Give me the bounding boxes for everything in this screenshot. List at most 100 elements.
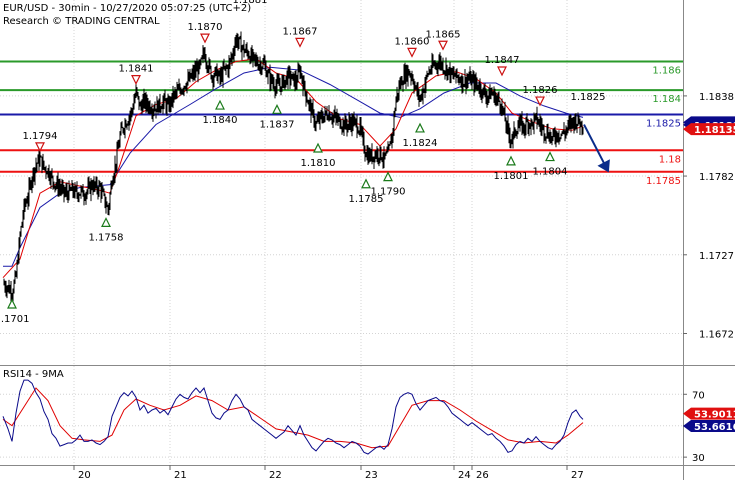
candle-body: [500, 106, 502, 112]
candle-body: [125, 122, 127, 127]
candle-body: [513, 128, 515, 133]
candle-body: [560, 133, 562, 138]
candle-body: [446, 65, 448, 76]
candle-body: [579, 122, 581, 127]
candle-body: [382, 160, 384, 162]
candle-body: [371, 150, 373, 161]
candle-body: [570, 120, 572, 126]
candle-body: [529, 123, 531, 128]
candle-body: [250, 51, 252, 62]
candle-body: [377, 151, 379, 159]
candle-body: [43, 161, 45, 168]
candle-body: [112, 181, 114, 186]
candle-body: [340, 127, 342, 129]
x-tick-label: 24: [458, 470, 471, 480]
candle-body: [550, 134, 552, 140]
candle-body: [359, 122, 361, 132]
candle-body: [468, 78, 470, 80]
candle-body: [192, 70, 194, 75]
candle-body: [25, 202, 27, 205]
candle-body: [102, 189, 104, 192]
candle-body: [10, 289, 12, 297]
candle-body: [207, 67, 209, 70]
candle-body: [200, 58, 202, 64]
candle-body: [32, 170, 34, 180]
up-triangle-marker: [313, 142, 323, 153]
candle-body: [298, 69, 300, 71]
candle-body: [363, 137, 365, 152]
candle-body: [203, 52, 205, 54]
candle-body: [526, 120, 528, 122]
candle-body: [565, 130, 567, 135]
candle-body: [496, 98, 498, 100]
candle-body: [268, 72, 270, 74]
candle-body: [120, 127, 122, 135]
rsi-line: [2, 379, 584, 455]
candle-body: [141, 105, 143, 111]
candle-body: [404, 71, 406, 81]
candle-body: [144, 95, 146, 106]
candle-body: [302, 80, 304, 90]
candle-body: [94, 182, 96, 186]
candle-body: [326, 113, 328, 118]
candle-body: [11, 296, 13, 298]
candle-body: [122, 127, 124, 131]
candle-body: [88, 183, 90, 186]
candle-body: [485, 95, 487, 100]
candle-body: [197, 66, 199, 74]
candle-body: [504, 109, 506, 122]
y-tick-label: 1.1727: [699, 251, 734, 262]
candle-body: [98, 184, 100, 193]
candle-body: [284, 80, 286, 88]
candle-body: [13, 281, 15, 293]
candle-body: [213, 76, 215, 82]
candle-body: [31, 179, 33, 188]
candle-body: [255, 58, 257, 60]
candle-body: [83, 196, 85, 199]
candle-body: [451, 68, 453, 75]
candle-body: [497, 96, 499, 99]
candle-body: [116, 148, 118, 167]
candle-body: [387, 148, 389, 153]
candle-body: [107, 206, 109, 211]
candle-body: [224, 66, 226, 68]
candle-body: [438, 62, 440, 68]
candle-body: [292, 73, 294, 75]
candle-body: [35, 165, 37, 169]
candle-body: [385, 152, 387, 156]
candle-body: [151, 111, 153, 114]
candle-body: [536, 113, 538, 124]
candle-body: [431, 60, 433, 71]
level-label: 1.1785: [646, 176, 681, 187]
candle-body: [137, 92, 139, 97]
candle-body: [225, 66, 227, 68]
candle-body: [562, 130, 564, 134]
candle-body: [273, 83, 275, 89]
candle-body: [121, 127, 123, 129]
candle-body: [153, 110, 155, 112]
candle-body: [330, 119, 332, 121]
candle-body: [316, 121, 318, 123]
candle-body: [96, 181, 98, 190]
candle-body: [347, 124, 349, 129]
candle-body: [314, 123, 316, 125]
candle-body: [517, 128, 519, 134]
candle-body: [561, 133, 563, 134]
candle-body: [134, 96, 136, 102]
candle-body: [319, 113, 321, 122]
marker-label: 1.1810: [301, 158, 336, 169]
candle-body: [384, 152, 386, 156]
candle-body: [5, 288, 7, 292]
candle-body: [280, 86, 282, 91]
candle-body: [478, 88, 480, 91]
candle-body: [454, 76, 456, 77]
candle-body: [301, 73, 303, 81]
candle-body: [181, 90, 183, 94]
candle-body: [123, 130, 125, 132]
candle-body: [425, 76, 427, 85]
candle-body: [563, 130, 565, 134]
candle-body: [164, 95, 166, 101]
candle-body: [127, 123, 129, 125]
x-tick-label: 26: [476, 470, 489, 480]
candle-body: [311, 106, 313, 116]
